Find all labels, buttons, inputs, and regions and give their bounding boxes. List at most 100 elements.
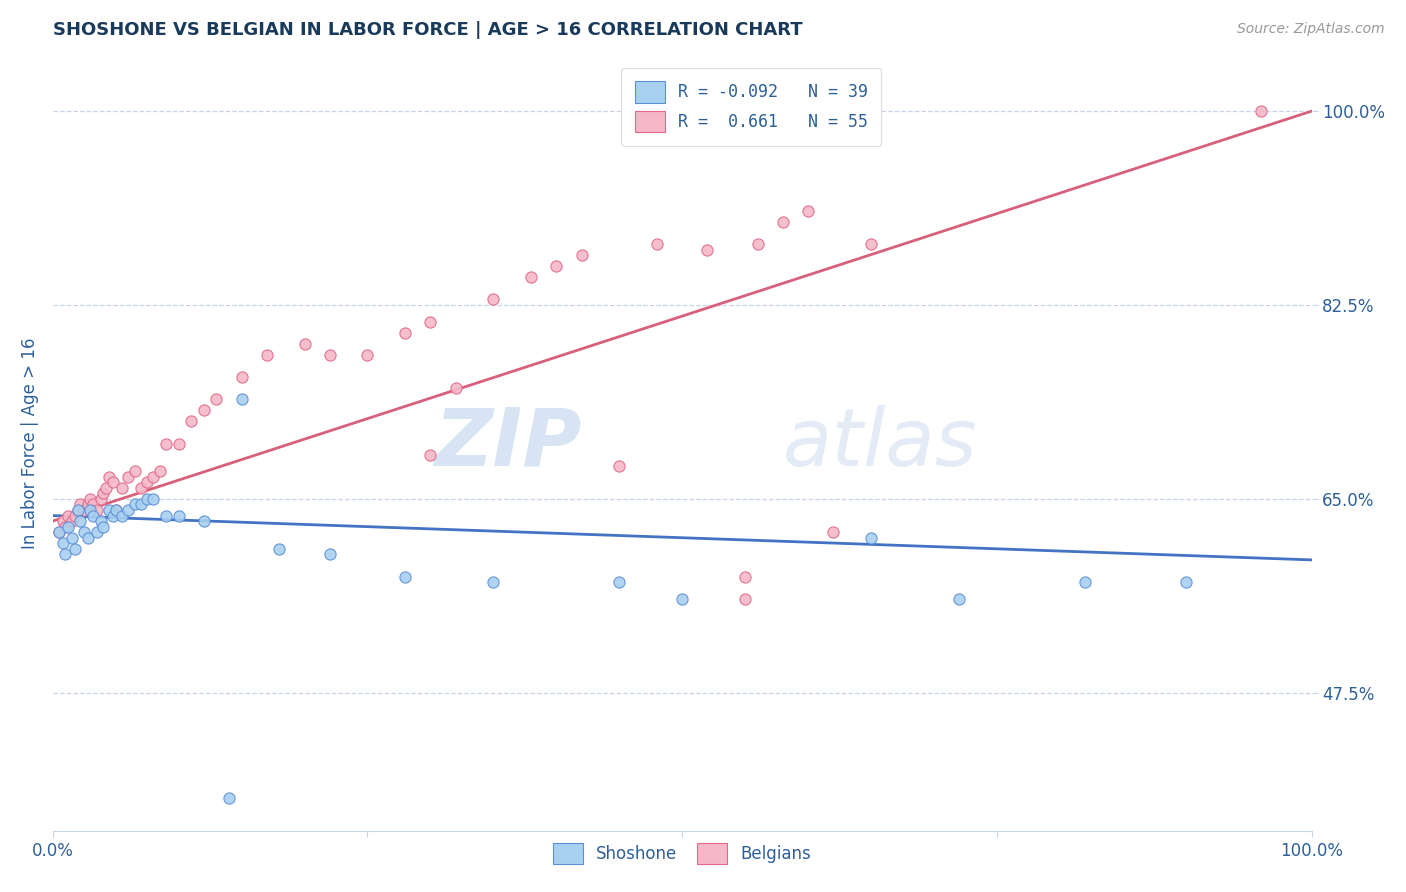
Point <box>356 348 378 362</box>
Point <box>82 508 104 523</box>
Point <box>136 475 159 490</box>
Point <box>607 458 630 473</box>
Point <box>104 503 127 517</box>
Point <box>53 547 76 561</box>
Point <box>129 481 152 495</box>
Point <box>747 237 769 252</box>
Point <box>117 470 139 484</box>
Point <box>66 503 89 517</box>
Point <box>419 448 441 462</box>
Point <box>607 575 630 590</box>
Text: Source: ZipAtlas.com: Source: ZipAtlas.com <box>1237 22 1385 37</box>
Point <box>73 503 96 517</box>
Point <box>149 464 172 478</box>
Point <box>645 237 668 252</box>
Point <box>104 503 127 517</box>
Point <box>79 491 101 506</box>
Point <box>101 508 124 523</box>
Point <box>129 498 152 512</box>
Point <box>91 519 114 533</box>
Point <box>90 514 112 528</box>
Point <box>193 514 215 528</box>
Point <box>52 536 75 550</box>
Point <box>136 491 159 506</box>
Point <box>94 481 117 495</box>
Point <box>155 508 177 523</box>
Text: SHOSHONE VS BELGIAN IN LABOR FORCE | AGE > 16 CORRELATION CHART: SHOSHONE VS BELGIAN IN LABOR FORCE | AGE… <box>52 21 803 39</box>
Point <box>797 203 820 218</box>
Point <box>60 514 83 528</box>
Point <box>269 541 291 556</box>
Point <box>571 248 593 262</box>
Point <box>142 470 165 484</box>
Point <box>319 547 342 561</box>
Point <box>193 403 215 417</box>
Point <box>60 531 83 545</box>
Point <box>48 525 70 540</box>
Point <box>98 503 121 517</box>
Text: atlas: atlas <box>783 405 977 483</box>
Point <box>546 259 568 273</box>
Point <box>256 348 278 362</box>
Point <box>82 498 104 512</box>
Point <box>734 591 756 606</box>
Point <box>860 531 883 545</box>
Point <box>671 591 693 606</box>
Point <box>1174 575 1197 590</box>
Point <box>111 508 134 523</box>
Point <box>53 519 76 533</box>
Point <box>73 525 96 540</box>
Point <box>79 503 101 517</box>
Point <box>180 414 202 428</box>
Point <box>482 293 505 307</box>
Point <box>1074 575 1097 590</box>
Legend: Shoshone, Belgians: Shoshone, Belgians <box>540 830 825 878</box>
Point <box>167 508 190 523</box>
Point <box>218 791 240 805</box>
Point <box>124 464 146 478</box>
Point <box>520 270 543 285</box>
Point <box>77 498 100 512</box>
Point <box>56 519 79 533</box>
Point <box>167 436 190 450</box>
Point <box>66 503 89 517</box>
Point <box>444 381 467 395</box>
Point <box>155 436 177 450</box>
Point <box>86 525 108 540</box>
Point <box>294 336 316 351</box>
Point <box>65 508 87 523</box>
Point <box>56 508 79 523</box>
Point <box>69 498 91 512</box>
Point <box>948 591 970 606</box>
Point <box>231 392 253 407</box>
Point <box>319 348 342 362</box>
Point <box>142 491 165 506</box>
Point <box>1250 104 1272 119</box>
Point <box>86 503 108 517</box>
Point <box>772 215 794 229</box>
Point <box>734 569 756 583</box>
Point <box>696 243 718 257</box>
Point <box>124 498 146 512</box>
Point <box>482 575 505 590</box>
Point <box>52 514 75 528</box>
Y-axis label: In Labor Force | Age > 16: In Labor Force | Age > 16 <box>21 338 39 549</box>
Point <box>117 503 139 517</box>
Point <box>69 514 91 528</box>
Point <box>65 541 87 556</box>
Point <box>231 370 253 384</box>
Point <box>91 486 114 500</box>
Point <box>98 470 121 484</box>
Text: ZIP: ZIP <box>434 405 582 483</box>
Point <box>48 525 70 540</box>
Point <box>205 392 228 407</box>
Point <box>823 525 845 540</box>
Point <box>77 531 100 545</box>
Point <box>860 237 883 252</box>
Point <box>101 475 124 490</box>
Point <box>419 315 441 329</box>
Point <box>111 481 134 495</box>
Point <box>394 569 416 583</box>
Point <box>90 491 112 506</box>
Point <box>394 326 416 340</box>
